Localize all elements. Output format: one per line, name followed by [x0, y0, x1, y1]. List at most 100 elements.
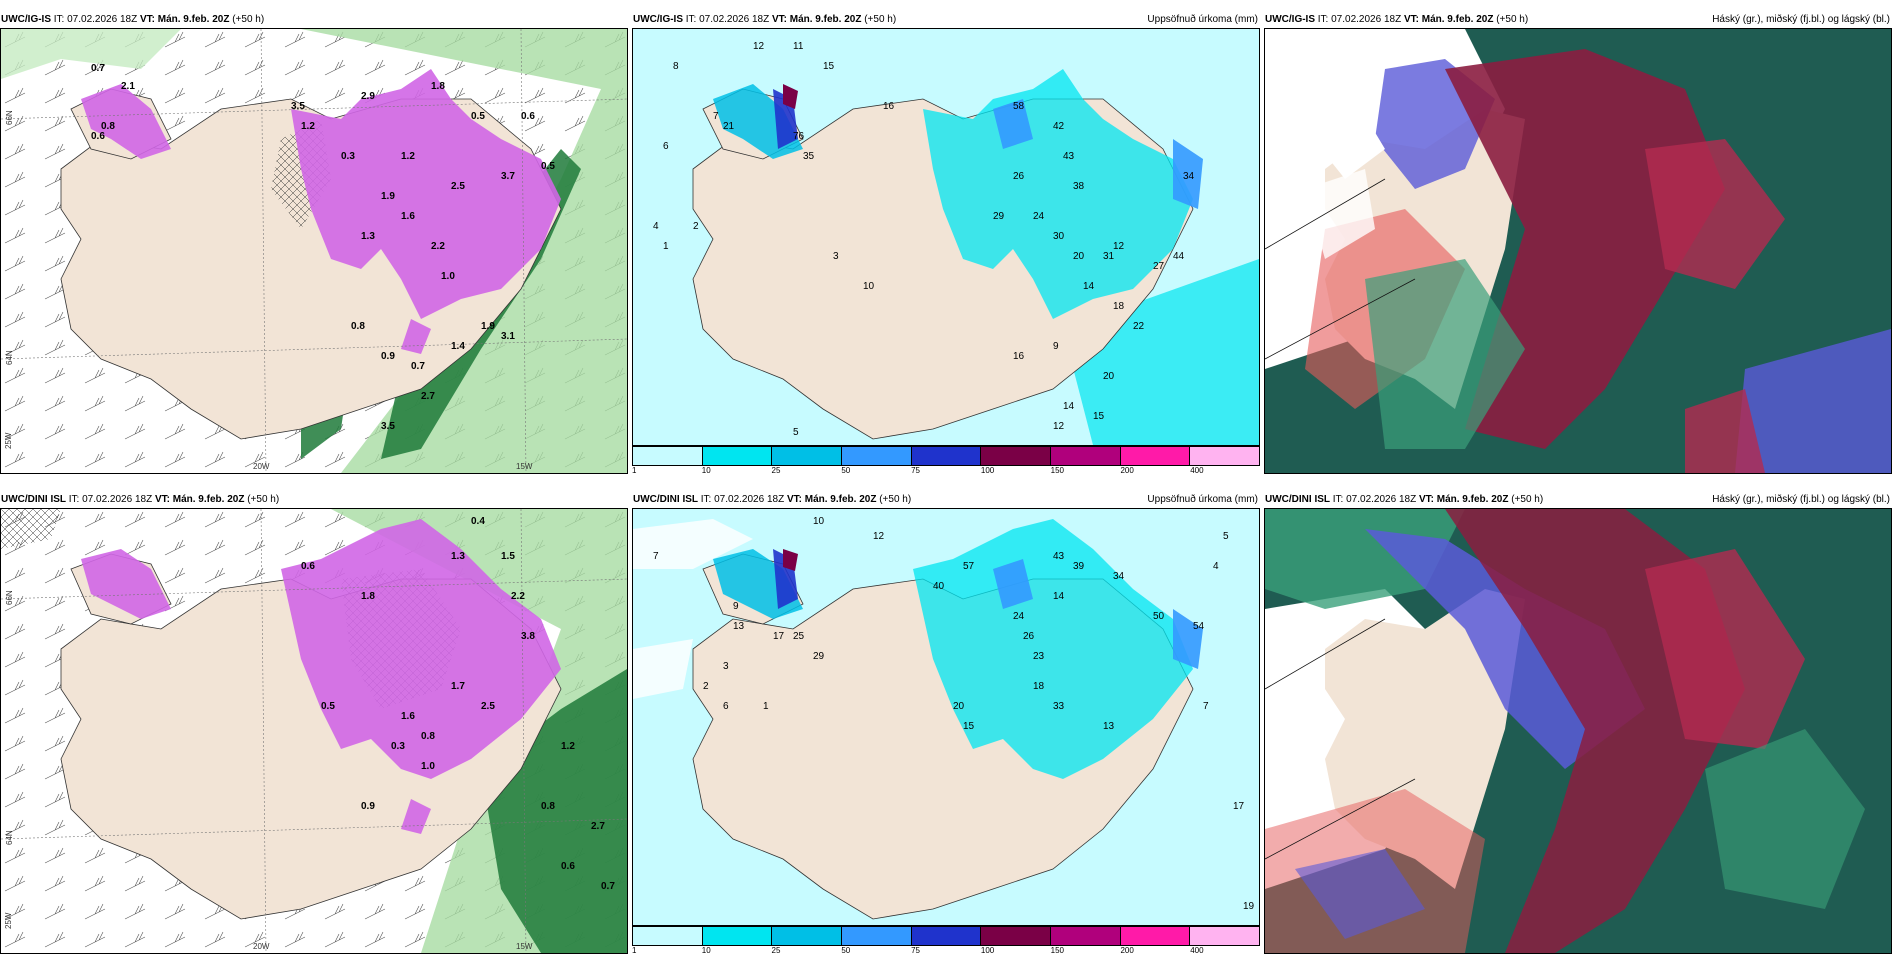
map-frame: [1264, 508, 1892, 954]
lat-label: 64N: [5, 830, 14, 845]
map-value-label: 2.2: [431, 241, 445, 252]
map-value-label: 14: [1063, 401, 1075, 412]
panel-title: UWC/IG-IS IT: 07.02.2026 18Z VT: Mán. 9.…: [1, 14, 265, 25]
colorbar-swatch: [1190, 447, 1260, 465]
map-value-label: 21: [723, 121, 735, 132]
map-value-label: 7: [653, 551, 659, 562]
map-value-label: 10: [813, 516, 825, 527]
map-value-label: 7: [713, 111, 719, 122]
colorbar-label: 1: [632, 466, 637, 475]
map-value-label: 11: [793, 41, 804, 52]
colorbar-swatch: [981, 927, 1052, 945]
colorbar-label: 50: [841, 946, 851, 955]
map-value-label: 0.6: [301, 561, 315, 572]
map-value-label: 34: [1183, 171, 1195, 182]
panel-ig-precip: UWC/IG-IS IT: 07.02.2026 18Z VT: Mán. 9.…: [632, 12, 1260, 475]
colorbar-label: 10: [701, 946, 711, 955]
map-value-label: 8: [673, 61, 679, 72]
map-value-label: 13: [1103, 721, 1115, 732]
map-value-label: 0.3: [341, 151, 355, 162]
panel-title: UWC/IG-IS IT: 07.02.2026 18Z VT: Mán. 9.…: [1265, 14, 1529, 25]
snow-value-labels: 0.72.10.80.61.23.52.91.80.50.3 1.22.53.71…: [91, 63, 555, 432]
map-value-label: 20: [1103, 371, 1115, 382]
map-value-label: 6: [663, 141, 669, 152]
map-value-label: 0.7: [601, 881, 615, 892]
colorbar-swatch: [772, 927, 843, 945]
map-value-label: 6: [723, 701, 729, 712]
colorbar-label: 200: [1120, 946, 1134, 955]
cloud-map-dini: [1265, 509, 1891, 953]
map-value-label: 0.8: [101, 121, 115, 132]
map-value-label: 22: [1133, 321, 1145, 332]
panel-ig-snow: UWC/IG-IS IT: 07.02.2026 18Z VT: Mán. 9.…: [0, 12, 628, 474]
map-value-label: 3.8: [521, 631, 535, 642]
map-value-label: 58: [1013, 101, 1025, 112]
colorbar-swatch: [772, 447, 843, 465]
colorbar-label: 25: [771, 946, 781, 955]
map-value-label: 31: [1103, 251, 1115, 262]
map-value-label: 5: [793, 427, 799, 438]
map-value-label: 0.4: [471, 516, 485, 527]
map-value-label: 1.8: [431, 81, 445, 92]
map-value-label: 5: [1223, 531, 1229, 542]
map-value-label: 29: [813, 651, 825, 662]
map-value-label: 1: [663, 241, 669, 252]
map-value-label: 42: [1053, 121, 1065, 132]
colorbar-swatch: [1190, 927, 1260, 945]
colorbar-swatch: [1120, 447, 1191, 465]
colorbar-label: 75: [911, 466, 921, 475]
map-value-label: 18: [1113, 301, 1125, 312]
map-value-label: 0.5: [471, 111, 485, 122]
map-value-label: 3: [833, 251, 839, 262]
map-value-label: 30: [1053, 231, 1065, 242]
map-value-label: 20: [1073, 251, 1085, 262]
map-value-label: 0.9: [361, 801, 375, 812]
map-value-label: 15: [1093, 411, 1105, 422]
map-value-label: 50: [1153, 611, 1165, 622]
colorbar-label: 25: [771, 466, 781, 475]
map-frame: 66N 64N 25W 20W 15W 0.4 1.3 1.5 2.2 0.6 3.8 1.…: [0, 508, 628, 954]
map-value-label: 0.8: [351, 321, 365, 332]
map-value-label: 0.7: [91, 63, 105, 74]
colorbar-label: 400: [1190, 466, 1204, 475]
colorbar-swatch: [842, 927, 912, 945]
map-value-label: 1: [763, 701, 769, 712]
map-value-label: 1.0: [421, 761, 435, 772]
panel-title: UWC/IG-IS IT: 07.02.2026 18Z VT: Mán. 9.…: [633, 14, 897, 25]
map-value-label: 16: [883, 101, 895, 112]
map-value-label: 35: [803, 151, 815, 162]
map-value-label: 2.1: [121, 81, 135, 92]
colorbar-swatch: [633, 447, 703, 465]
colorbar-swatch: [842, 447, 912, 465]
map-value-label: 12: [873, 531, 885, 542]
map-frame: 10 12 7 9 5 4 13 17 25 29 40 57 43 39 34 24 26 23 18 33 13 14…: [632, 508, 1260, 926]
map-value-label: 39: [1073, 561, 1085, 572]
map-value-label: 4: [653, 221, 659, 232]
map-value-label: 1.6: [401, 211, 415, 222]
map-value-label: 1.6: [401, 711, 415, 722]
map-value-label: 54: [1193, 621, 1205, 632]
lon-label: 25W: [4, 912, 13, 929]
map-value-label: 2.2: [511, 591, 525, 602]
panel-right-title: Uppsöfnuð úrkoma (mm): [1147, 494, 1258, 505]
map-value-label: 0.8: [541, 801, 555, 812]
map-value-label: 0.9: [381, 351, 395, 362]
map-value-label: 26: [1023, 631, 1035, 642]
colorbar-labels: 1 10 25 50 75 100 150 200 400: [632, 946, 1260, 958]
panel-title: UWC/DINI ISL IT: 07.02.2026 18Z VT: Mán.…: [1265, 494, 1544, 505]
map-value-label: 9: [733, 601, 739, 612]
map-value-label: 14: [1053, 591, 1065, 602]
map-value-label: 1.2: [301, 121, 315, 132]
map-value-label: 18: [1033, 681, 1045, 692]
panel-title: UWC/DINI ISL IT: 07.02.2026 18Z VT: Mán.…: [1, 494, 280, 505]
map-value-label: 12: [1113, 241, 1125, 252]
map-value-label: 1.7: [451, 681, 465, 692]
map-value-label: 33: [1053, 701, 1065, 712]
map-value-label: 2.9: [361, 91, 375, 102]
map-frame: [1264, 28, 1892, 474]
map-value-label: 1.3: [451, 551, 465, 562]
map-value-label: 24: [1013, 611, 1025, 622]
map-value-label: 29: [993, 211, 1005, 222]
